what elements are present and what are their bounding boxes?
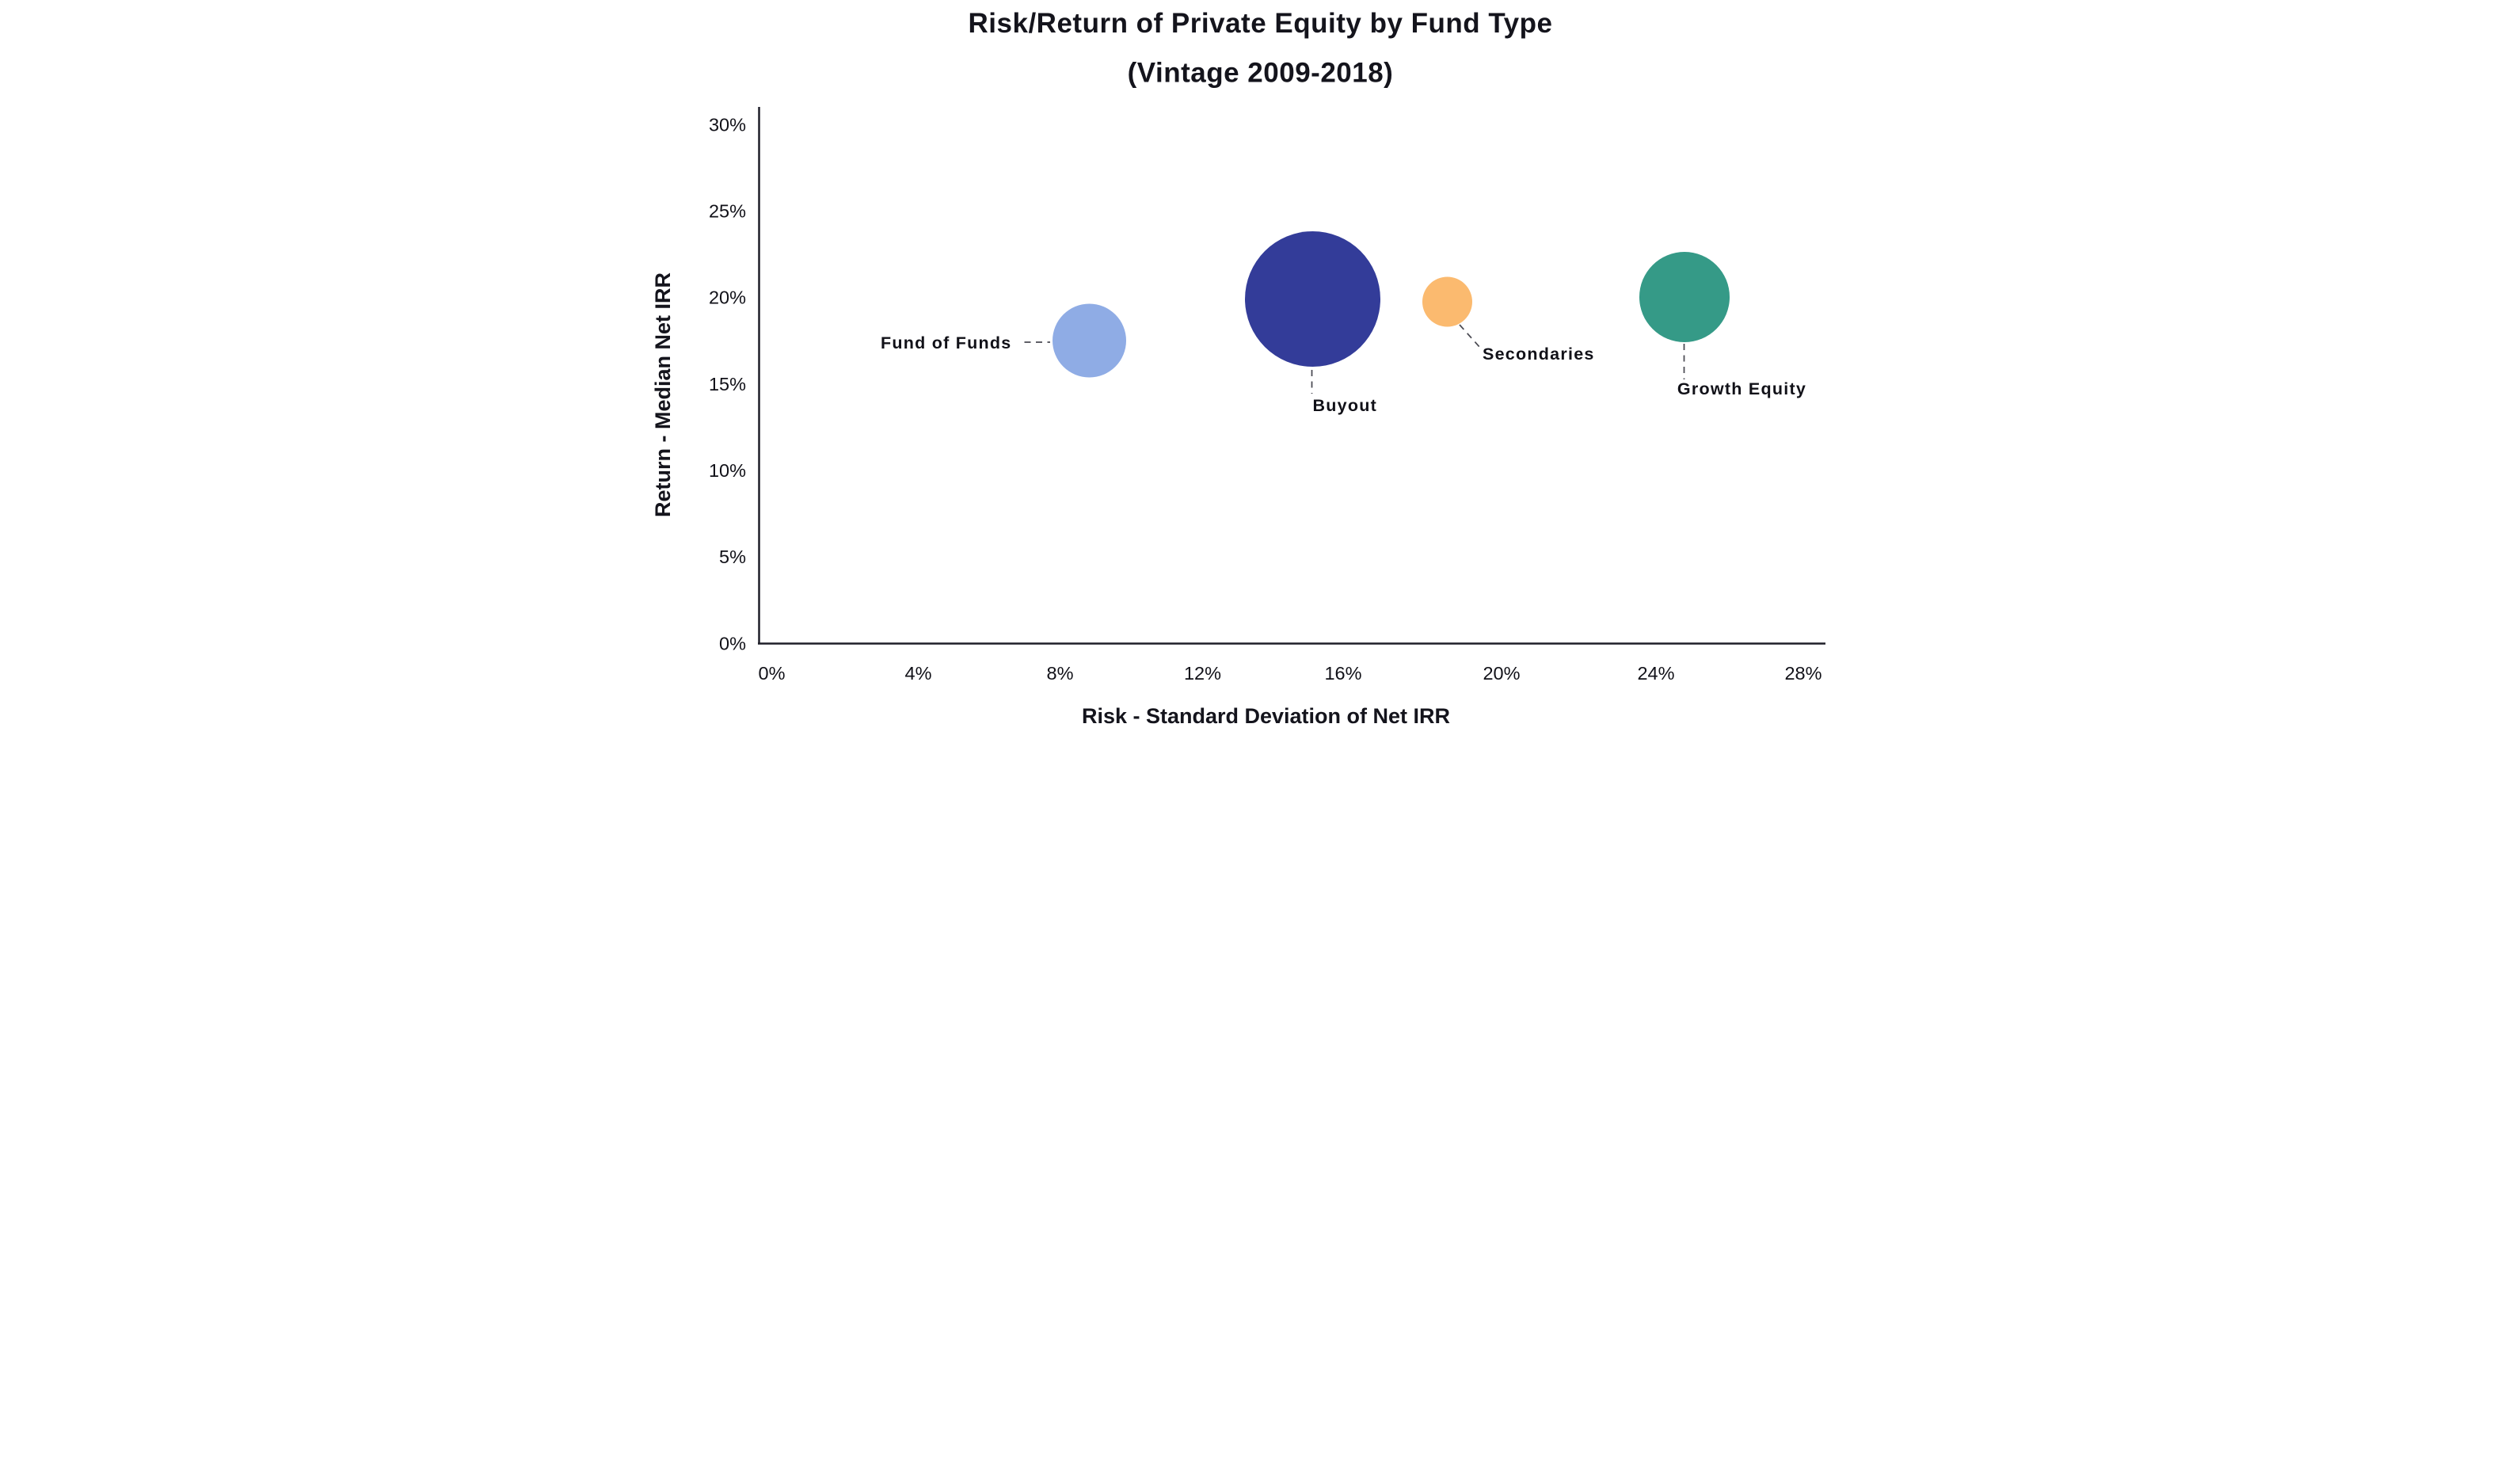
x-axis-tick-labels: 0% 4% 8% 12% 16% 20% 24% 28%	[758, 663, 1821, 684]
y-tick-0: 0%	[719, 634, 746, 654]
x-tick-4: 4%	[904, 663, 931, 684]
bubble-fund-of-funds	[1052, 303, 1126, 378]
y-axis-title: Return - Median Net IRR	[651, 272, 675, 517]
y-tick-10: 10%	[708, 460, 745, 481]
x-axis-title: Risk - Standard Deviation of Net IRR	[1081, 704, 1449, 728]
leader-secondaries	[1458, 324, 1481, 349]
x-tick-20: 20%	[1483, 663, 1520, 684]
x-tick-12: 12%	[1183, 663, 1220, 684]
chart-title-line2: (Vintage 2009-2018)	[1127, 58, 1393, 89]
chart-title-line1: Risk/Return of Private Equity by Fund Ty…	[968, 8, 1552, 39]
bubble-chart: Risk/Return of Private Equity by Fund Ty…	[630, 0, 1890, 730]
label-buyout: Buyout	[1312, 396, 1377, 415]
bubble-buyout	[1244, 231, 1380, 367]
x-tick-8: 8%	[1046, 663, 1073, 684]
y-tick-5: 5%	[719, 547, 746, 567]
y-tick-25: 25%	[708, 201, 745, 222]
bubble-growth-equity	[1639, 252, 1730, 342]
x-tick-28: 28%	[1784, 663, 1821, 684]
x-tick-0: 0%	[758, 663, 785, 684]
y-tick-20: 20%	[708, 288, 745, 308]
bubble-labels: Fund of Funds Buyout Secondaries Growth …	[880, 333, 1806, 415]
bubbles	[1052, 231, 1730, 378]
label-growth-equity: Growth Equity	[1677, 379, 1806, 398]
risk-return-chart-canvas: Risk/Return of Private Equity by Fund Ty…	[651, 8, 1825, 728]
bubble-secondaries	[1422, 276, 1472, 327]
y-tick-15: 15%	[708, 374, 745, 394]
y-axis-tick-labels: 30% 25% 20% 15% 10% 5% 0%	[708, 115, 745, 654]
label-fund-of-funds: Fund of Funds	[880, 333, 1011, 352]
x-tick-24: 24%	[1637, 663, 1674, 684]
label-secondaries: Secondaries	[1483, 345, 1595, 364]
x-tick-16: 16%	[1324, 663, 1361, 684]
leader-lines	[1024, 324, 1684, 394]
y-tick-30: 30%	[708, 115, 745, 135]
